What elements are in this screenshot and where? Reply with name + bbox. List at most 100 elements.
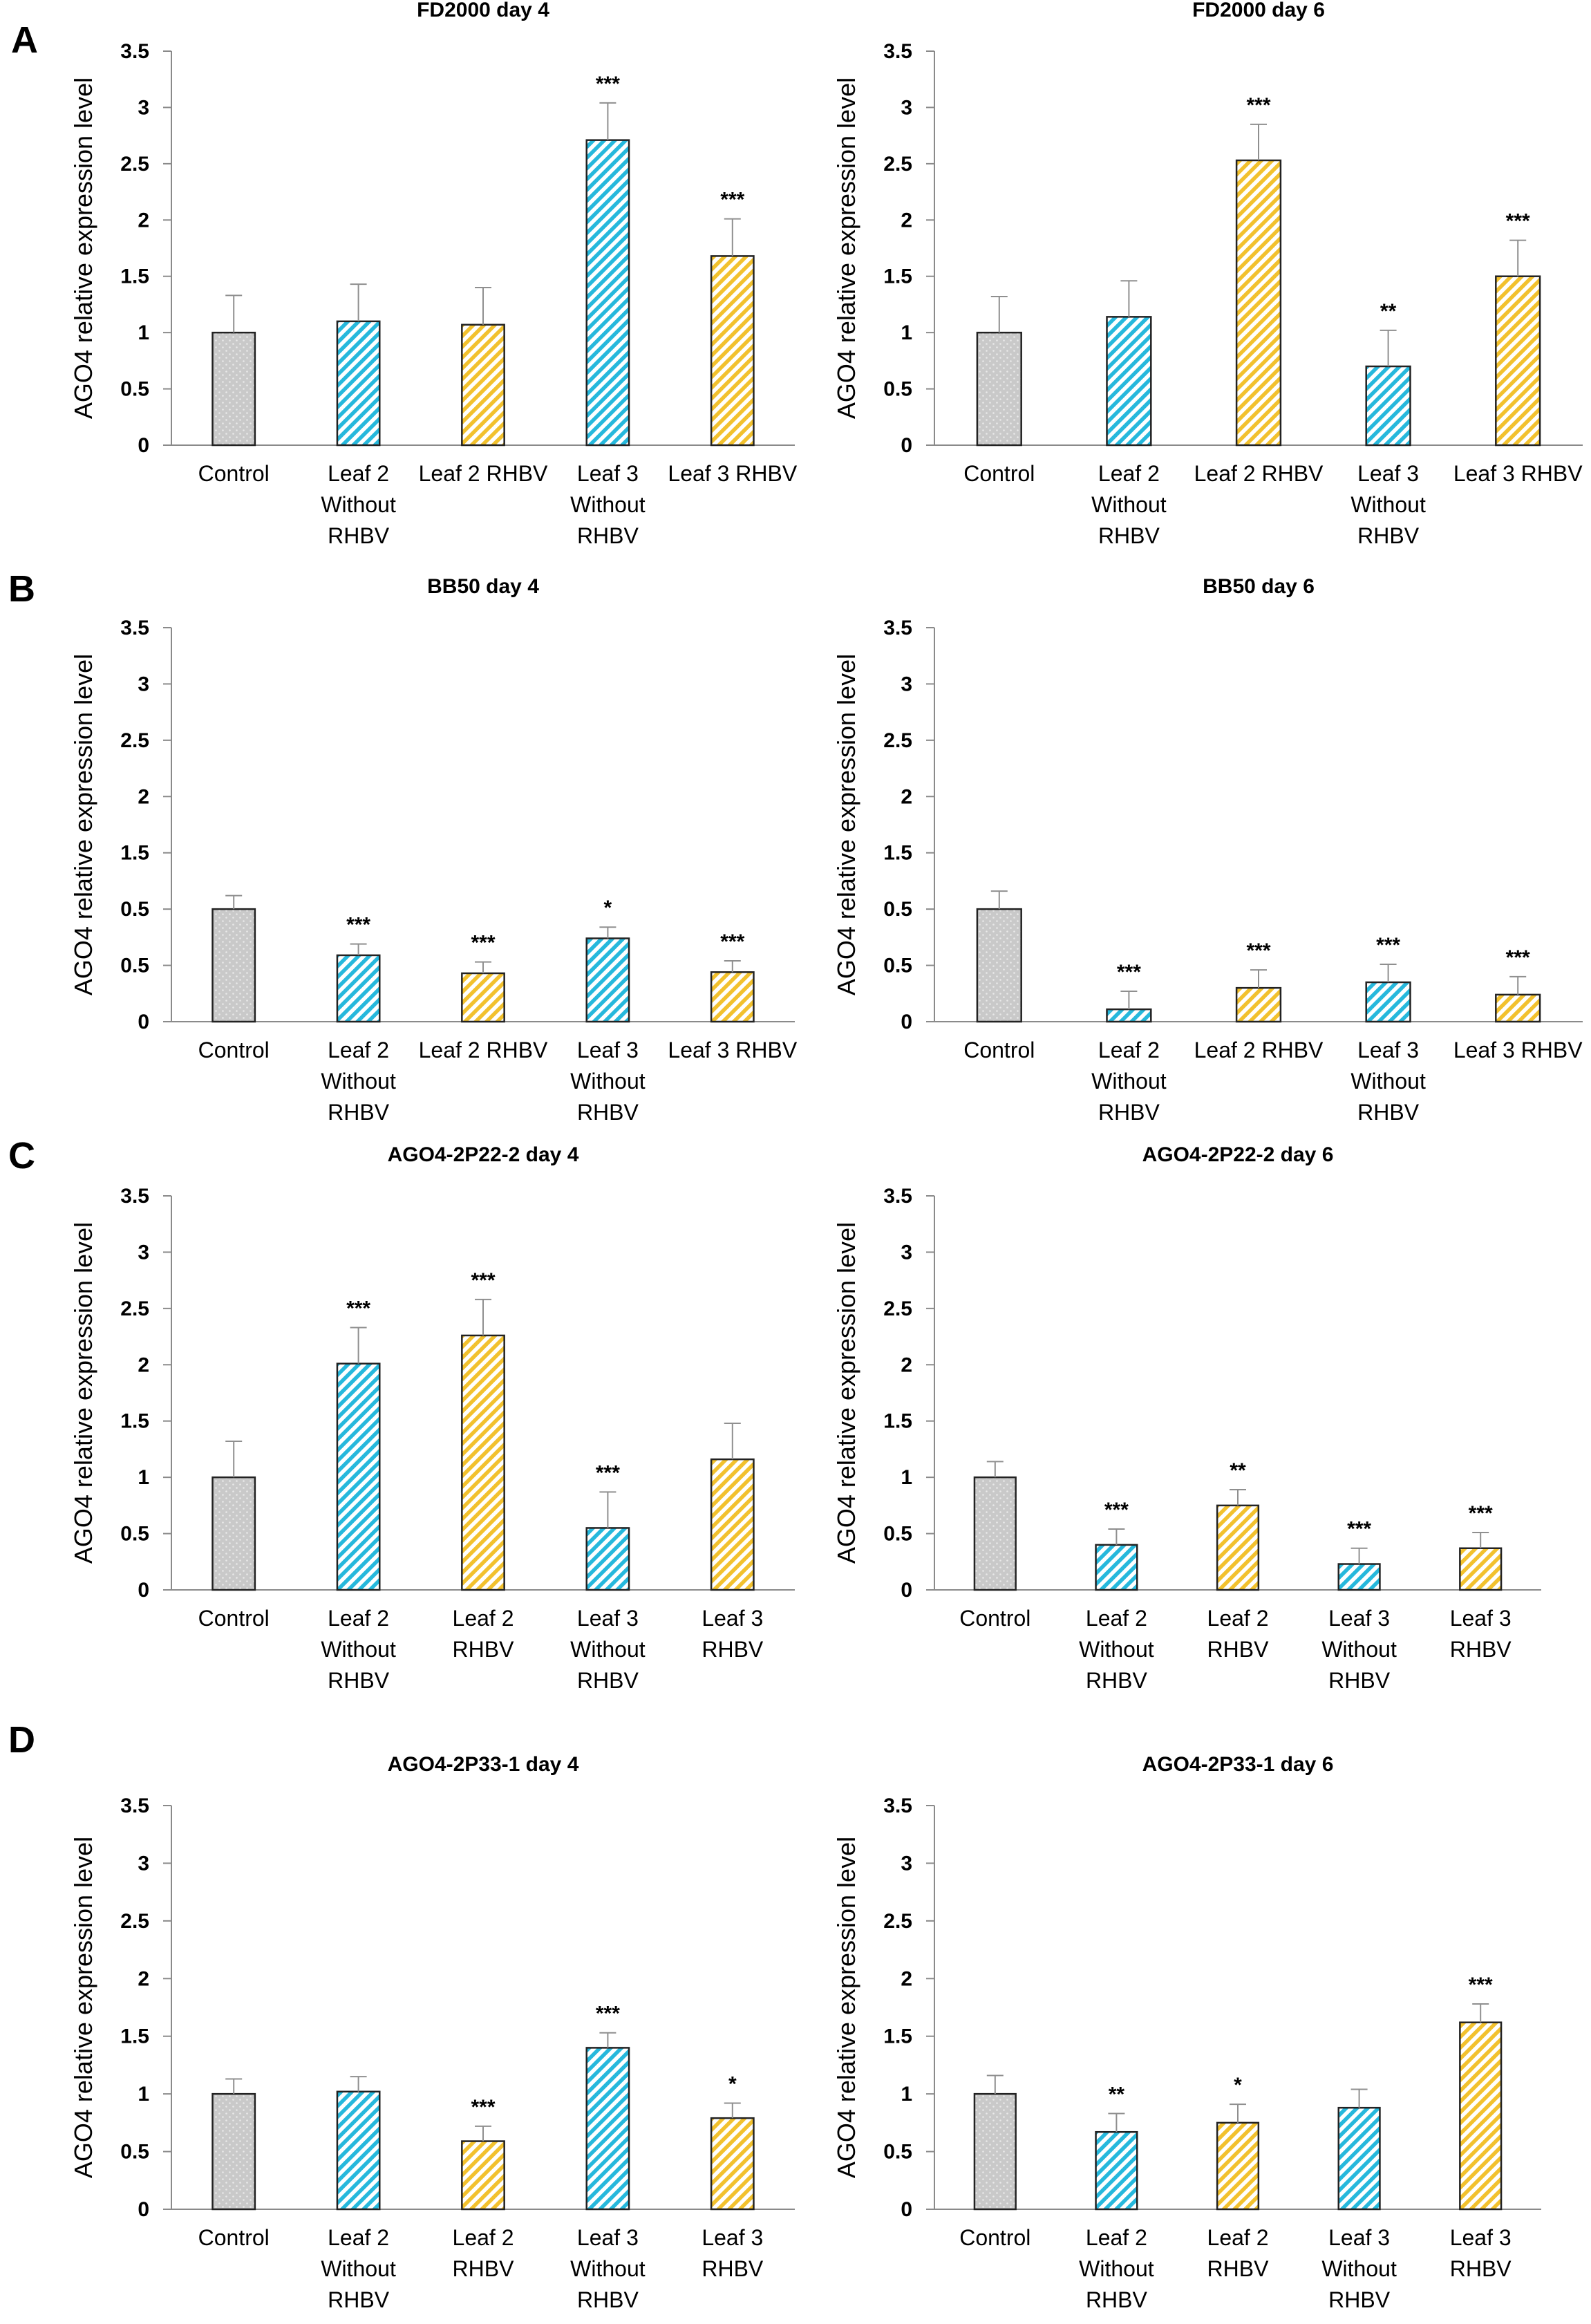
- chart-3: BB50 day 6 AGO4 relative expression level…: [832, 575, 1583, 1125]
- significance-label: ***: [1506, 946, 1530, 969]
- significance-label: ***: [346, 1297, 370, 1320]
- chart-5: AGO4-2P22-2 day 6 AGO4 relative expressio…: [832, 1143, 1541, 1693]
- y-axis-label: AGO4 relative expression level: [832, 1837, 860, 2178]
- category-label: Leaf 3 Without RHBV: [1321, 2225, 1397, 2312]
- category-label: Leaf 2 RHBV: [453, 2225, 515, 2281]
- chart-title: AGO4-2P33-1 day 6: [1142, 1753, 1334, 1776]
- category-label: Leaf 2 Without RHBV: [1091, 1038, 1167, 1125]
- y-tick-label: 3.5: [120, 617, 149, 639]
- significance-label: ***: [1469, 1502, 1493, 1525]
- y-tick-label: 2: [138, 209, 149, 232]
- category-label: Leaf 3 Without RHBV: [1321, 1606, 1397, 1693]
- significance-label: **: [1230, 1459, 1246, 1482]
- y-tick-label: 1.5: [120, 842, 149, 865]
- y-tick-label: 3: [138, 1852, 149, 1875]
- significance-label: ***: [471, 932, 495, 955]
- y-tick-label: 3: [901, 1852, 912, 1875]
- y-tick-label: 0: [901, 434, 912, 457]
- category-label: Leaf 2 Without RHBV: [321, 1606, 396, 1693]
- category-label: Leaf 2 RHBV: [419, 461, 548, 486]
- bar-1: [336, 2090, 381, 2211]
- category-label: Leaf 3 Without RHBV: [570, 1606, 646, 1693]
- panel-letter-b: B: [8, 568, 35, 610]
- bar-2: [461, 2140, 505, 2211]
- significance-label: ***: [720, 189, 744, 212]
- category-label: Leaf 2 RHBV: [1207, 1606, 1270, 1662]
- category-label: Leaf 2 Without RHBV: [1091, 461, 1167, 548]
- y-axis-label: AGO4 relative expression level: [69, 654, 97, 995]
- bar-4: [1459, 2021, 1503, 2211]
- category-label: Leaf 2 Without RHBV: [321, 1038, 396, 1125]
- significance-label: ***: [596, 1461, 620, 1484]
- y-tick-label: 0.5: [120, 955, 149, 977]
- y-tick-label: 0: [138, 1011, 149, 1033]
- y-tick-label: 1: [138, 2083, 149, 2106]
- category-label: Control: [963, 461, 1035, 486]
- panel-letter-a: A: [11, 19, 38, 61]
- bar-2: [1216, 2121, 1260, 2211]
- y-tick-label: 1.5: [883, 1410, 912, 1433]
- category-label: Leaf 3 RHBV: [702, 1606, 764, 1662]
- category-label: Leaf 3 RHBV: [1450, 1606, 1512, 1662]
- bar-0: [211, 2092, 256, 2211]
- bar-1: [336, 954, 381, 1023]
- y-tick-label: 3: [138, 1241, 149, 1264]
- bar-3: [585, 937, 630, 1023]
- y-tick-label: 0.5: [120, 898, 149, 921]
- y-tick-label: 1: [901, 2083, 912, 2106]
- category-label: Control: [198, 1038, 270, 1062]
- bar-3: [585, 139, 630, 447]
- y-tick-label: 2.5: [120, 1297, 149, 1320]
- bar-3: [585, 2047, 630, 2211]
- category-label: Leaf 3 RHBV: [1450, 2225, 1512, 2281]
- category-label: Leaf 3 RHBV: [702, 2225, 764, 2281]
- category-label: Leaf 3 Without RHBV: [1350, 461, 1426, 548]
- bar-2: [461, 1334, 505, 1591]
- y-tick-label: 3.5: [120, 40, 149, 63]
- significance-label: ***: [471, 1269, 495, 1292]
- chart-0: FD2000 day 4 AGO4 relative expression lev…: [69, 0, 798, 548]
- y-tick-label: 0: [138, 2198, 149, 2221]
- y-tick-label: 1.5: [120, 1410, 149, 1433]
- chart-4: AGO4-2P22-2 day 4 AGO4 relative expressio…: [69, 1143, 795, 1693]
- significance-label: ***: [596, 2003, 620, 2025]
- category-label: Leaf 3 Without RHBV: [570, 461, 646, 548]
- bar-0: [211, 331, 256, 447]
- chart-7: AGO4-2P33-1 day 6 AGO4 relative expressio…: [832, 1753, 1541, 2312]
- bar-1: [1106, 1008, 1152, 1023]
- significance-label: ***: [471, 2096, 495, 2119]
- bar-2: [1216, 1504, 1260, 1591]
- y-tick-label: 2.5: [883, 1297, 912, 1320]
- significance-label: ***: [720, 930, 744, 953]
- category-label: Leaf 2 RHBV: [1194, 1038, 1324, 1062]
- y-tick-label: 3.5: [120, 1794, 149, 1817]
- bar-0: [976, 908, 1022, 1023]
- chart-title: FD2000 day 4: [417, 0, 549, 21]
- bar-2: [461, 324, 505, 447]
- y-tick-label: 2: [901, 1353, 912, 1376]
- y-axis-label: AGO4 relative expression level: [69, 1837, 97, 2178]
- category-label: Leaf 2 RHBV: [1194, 461, 1324, 486]
- y-tick-label: 0: [901, 1011, 912, 1033]
- category-label: Leaf 3 RHBV: [668, 461, 797, 486]
- bar-0: [211, 908, 256, 1023]
- bar-3: [1365, 365, 1411, 447]
- chart-1: FD2000 day 6 AGO4 relative expression lev…: [832, 0, 1583, 548]
- y-tick-label: 0.5: [883, 898, 912, 921]
- category-label: Leaf 2 RHBV: [1207, 2225, 1270, 2281]
- category-label: Leaf 2 RHBV: [419, 1038, 548, 1062]
- y-tick-label: 0: [901, 2198, 912, 2221]
- y-tick-label: 0.5: [120, 2141, 149, 2164]
- bar-1: [1095, 2130, 1138, 2211]
- category-label: Control: [198, 1606, 270, 1631]
- category-label: Leaf 3 Without RHBV: [570, 2225, 646, 2312]
- bar-4: [710, 255, 755, 447]
- y-axis-label: AGO4 relative expression level: [832, 1222, 860, 1564]
- y-tick-label: 3.5: [883, 1794, 912, 1817]
- bar-0: [976, 331, 1022, 447]
- chart-title: FD2000 day 6: [1192, 0, 1325, 21]
- bar-2: [461, 972, 505, 1023]
- significance-label: ***: [346, 914, 370, 937]
- significance-label: ***: [1347, 1518, 1371, 1541]
- y-axis-label: AGO4 relative expression level: [832, 654, 860, 995]
